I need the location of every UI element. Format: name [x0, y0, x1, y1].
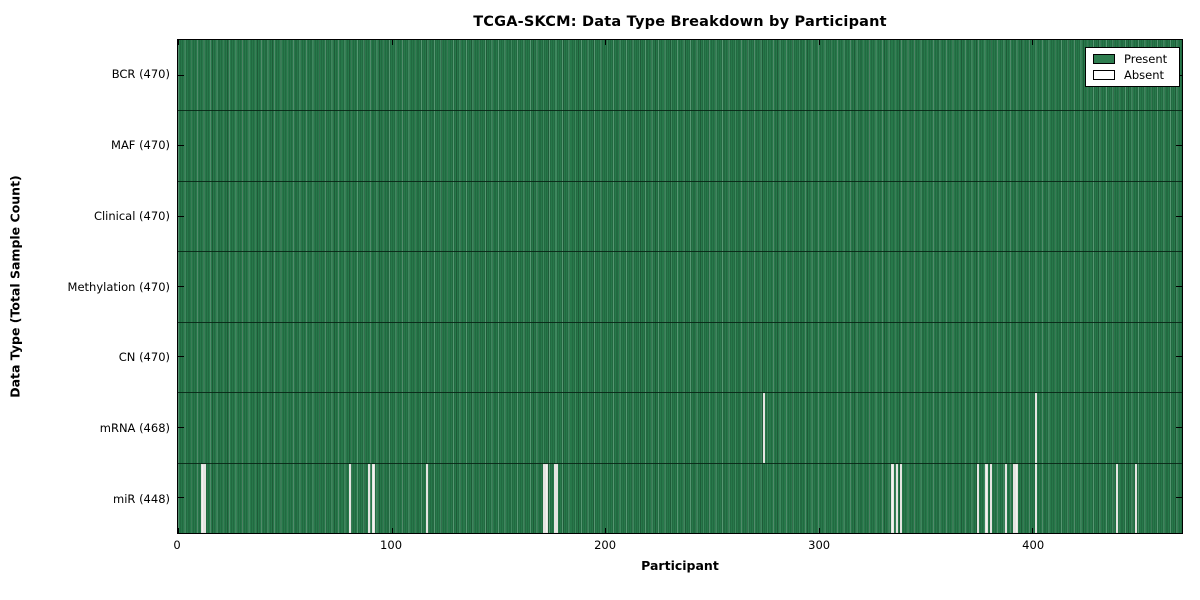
x-tick-top-100	[391, 40, 393, 45]
y-tick-left-MAF	[178, 145, 184, 147]
y-tick-left-Clinical	[178, 215, 184, 217]
absent-mark-miR-401	[1034, 463, 1037, 533]
y-axis-tick-labels: BCR (470) MAF (470) Clinical (470) Methylat…	[40, 39, 170, 534]
y-tick-left-miR	[178, 497, 184, 499]
x-tick-label-200: 200	[594, 538, 617, 552]
y-tick-right-MAF	[1176, 145, 1182, 147]
absent-mark-miR-116	[425, 463, 428, 533]
legend-entry-absent: Absent	[1093, 69, 1173, 81]
heatmap-row-Methylation	[178, 251, 1182, 322]
absent-mark-miR-387	[1004, 463, 1007, 533]
absent-mark-miR-12	[203, 463, 206, 533]
y-tick-label-BCR: BCR (470)	[111, 67, 170, 82]
y-tick-label-miR: miR (448)	[113, 491, 170, 506]
x-tick-label-0: 0	[173, 538, 181, 552]
heatmap-row-miR	[178, 462, 1182, 533]
heatmap-row-BCR	[178, 40, 1182, 111]
y-tick-label-Methylation: Methylation (470)	[67, 279, 170, 294]
absent-mark-miR-334	[891, 463, 894, 533]
legend-label-present: Present	[1124, 52, 1168, 66]
absent-mark-miR-374	[976, 463, 980, 533]
absent-mark-miR-177	[556, 463, 559, 533]
x-tick-bottom-200	[605, 528, 607, 533]
x-tick-bottom-400	[1032, 528, 1034, 533]
absent-mark-mRNA-401	[1034, 393, 1037, 463]
absent-mark-miR-439	[1115, 463, 1118, 533]
legend-entry-present: Present	[1093, 53, 1173, 65]
legend: Present Absent	[1085, 47, 1180, 87]
y-axis-title: Data Type (Total Sample Count)	[7, 175, 23, 398]
y-tick-left-Methylation	[178, 286, 184, 287]
y-tick-left-CN	[178, 356, 184, 358]
absent-mark-miR-11	[201, 463, 204, 533]
x-axis-title: Participant	[641, 558, 719, 573]
chart-title: TCGA-SKCM: Data Type Breakdown by Partic…	[473, 14, 887, 30]
y-tick-label-Clinical: Clinical (470)	[93, 208, 170, 223]
absent-mark-miR-338	[900, 463, 903, 533]
x-tick-top-0	[178, 40, 179, 45]
absent-mark-miR-89	[368, 463, 371, 533]
y-tick-left-BCR	[178, 74, 184, 76]
heatmap-row-MAF	[178, 110, 1182, 181]
y-tick-right-CN	[1176, 356, 1182, 358]
x-tick-bottom-300	[818, 528, 820, 533]
y-tick-right-Clinical	[1176, 215, 1182, 217]
absent-mark-miR-176	[553, 463, 557, 533]
y-tick-label-MAF: MAF (470)	[111, 138, 170, 153]
absent-mark-miR-380	[989, 463, 992, 533]
x-tick-label-400: 400	[1022, 538, 1045, 552]
absent-mark-miR-336	[895, 463, 898, 533]
absent-mark-miR-172	[545, 463, 548, 533]
y-tick-label-mRNA: mRNA (468)	[99, 420, 170, 435]
heatmap-plot-area	[177, 39, 1183, 534]
heatmap-row-CN	[178, 321, 1182, 393]
absent-mark-miR-392	[1015, 463, 1018, 533]
x-tick-top-200	[605, 40, 607, 45]
absent-mark-miR-448	[1135, 463, 1138, 533]
absent-mark-mRNA-274	[763, 393, 766, 463]
legend-label-absent: Absent	[1124, 68, 1165, 82]
x-axis-tick-labels: 0 100 200 300 400	[173, 538, 1183, 554]
heatmap-row-mRNA	[178, 392, 1182, 463]
y-tick-right-Methylation	[1176, 286, 1182, 287]
absent-mark-miR-171	[543, 463, 546, 533]
absent-mark-miR-378	[985, 463, 988, 533]
x-tick-label-300: 300	[808, 538, 831, 552]
y-tick-left-mRNA	[178, 426, 184, 428]
x-tick-top-300	[818, 40, 820, 45]
y-tick-label-CN: CN (470)	[118, 350, 170, 365]
x-tick-bottom-0	[178, 528, 179, 533]
absent-mark-miR-80	[348, 463, 352, 533]
absent-mark-miR-91	[372, 463, 375, 533]
absent-mark-miR-391	[1013, 463, 1016, 533]
absent-swatch-icon	[1093, 70, 1115, 80]
heatmap-row-Clinical	[178, 180, 1182, 252]
x-tick-bottom-100	[391, 528, 393, 533]
y-tick-right-miR	[1176, 497, 1182, 499]
x-tick-label-100: 100	[380, 538, 403, 552]
x-tick-top-400	[1032, 40, 1034, 45]
present-swatch-icon	[1093, 54, 1115, 64]
y-tick-right-mRNA	[1176, 426, 1182, 428]
